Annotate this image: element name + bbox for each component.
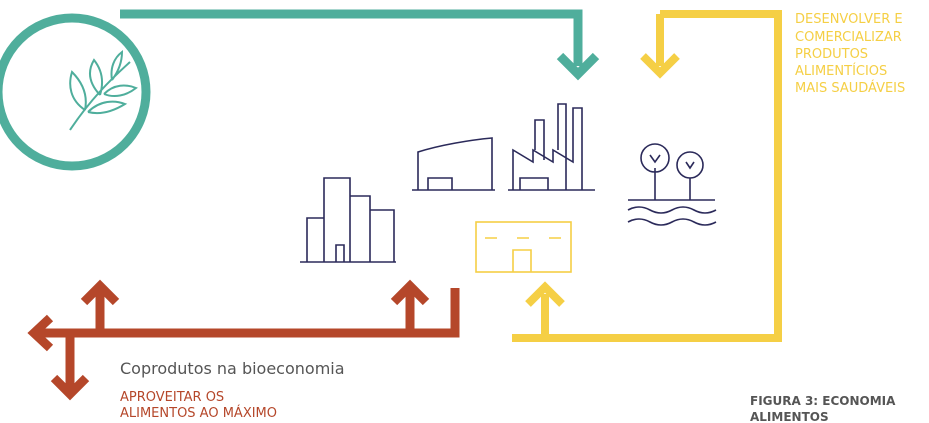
label-line: PRODUTOS — [795, 47, 868, 62]
icons — [300, 104, 716, 262]
healthy-label: DESENVOLVER E COMERCIALIZAR PRODUTOS ALI… — [795, 12, 905, 96]
coproducts-line: APROVEITAR OS — [120, 390, 224, 405]
coproducts-line: ALIMENTOS AO MÁXIMO — [120, 405, 277, 421]
teal-loop — [0, 14, 596, 166]
label-line: COMERCIALIZAR — [795, 30, 902, 45]
label-line: MAIS SAUDÁVEIS — [795, 80, 905, 96]
caption-line: FIGURA 3: ECONOMIA — [750, 394, 896, 408]
caption-line: ALIMENTOS — [750, 410, 829, 423]
diagram: DESENVOLVER E COMERCIALIZAR PRODUTOS ALI… — [0, 0, 929, 423]
label-line: DESENVOLVER E — [795, 12, 903, 27]
label-line: ALIMENTÍCIOS — [795, 63, 887, 79]
yellow-loop — [476, 14, 778, 338]
coproducts-title: Coprodutos na bioeconomia — [120, 359, 345, 378]
